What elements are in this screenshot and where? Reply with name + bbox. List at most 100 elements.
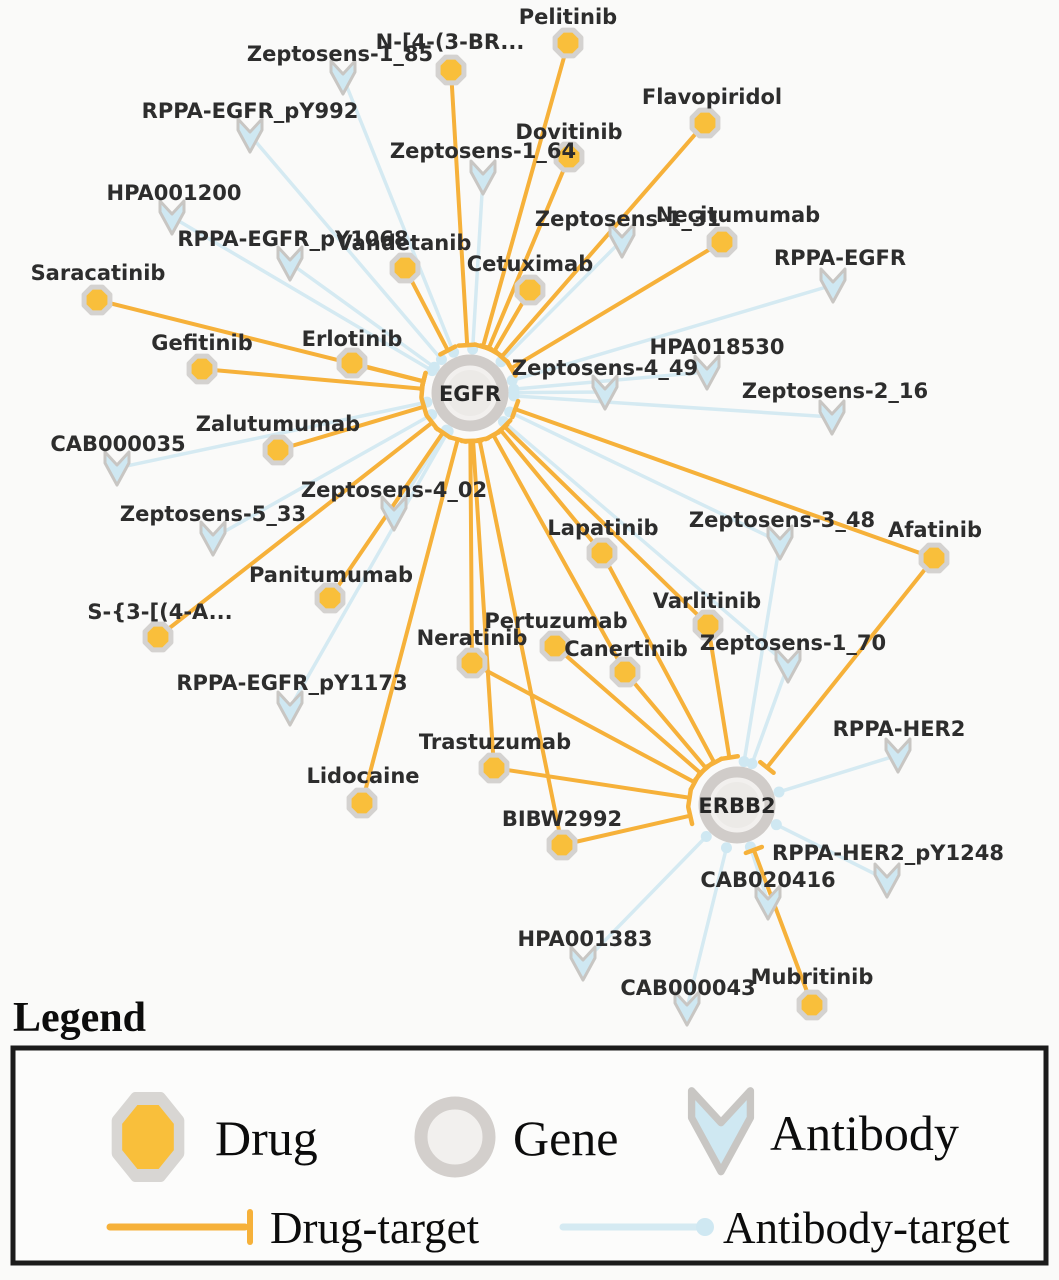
legend-gene-label: Gene bbox=[513, 1110, 619, 1166]
node-label: Saracatinib bbox=[31, 261, 166, 285]
drug-target-tee bbox=[424, 413, 440, 432]
node-label: RPPA-EGFR_pY1173 bbox=[176, 671, 407, 695]
node-label: CAB020416 bbox=[700, 868, 835, 892]
node-label: Lapatinib bbox=[547, 516, 658, 540]
node-layer bbox=[81, 27, 950, 1027]
drug-target-tee bbox=[718, 754, 741, 762]
gene-label: ERBB2 bbox=[698, 794, 775, 818]
drug-target-tee bbox=[456, 342, 478, 348]
drug-target-edge bbox=[486, 155, 571, 351]
drug-node bbox=[796, 989, 828, 1021]
antibody-node bbox=[608, 222, 636, 259]
drug-target-tee bbox=[419, 396, 429, 418]
drug-target-edge bbox=[751, 847, 814, 1007]
drug-node bbox=[553, 141, 585, 173]
drug-node bbox=[435, 54, 467, 86]
node-label: Zeptosens-4_02 bbox=[301, 478, 487, 502]
antibody-target-edge bbox=[777, 753, 900, 794]
drug-target-tee bbox=[697, 760, 715, 777]
drug-node bbox=[314, 582, 346, 614]
antibody-target-edge bbox=[170, 215, 434, 373]
antibody-target-dot bbox=[700, 831, 712, 843]
drug-node bbox=[456, 647, 488, 679]
drug-node bbox=[514, 274, 546, 306]
antibody-target-edge bbox=[211, 412, 434, 540]
antibody-target-dot bbox=[435, 354, 447, 366]
node-label: HPA001200 bbox=[107, 181, 242, 205]
antibody-node bbox=[591, 374, 619, 411]
antibody-target-dot bbox=[746, 758, 758, 770]
gene-label: EGFR bbox=[439, 382, 501, 406]
antibody-target-edge bbox=[512, 394, 834, 419]
drug-target-edge bbox=[560, 813, 693, 847]
antibody-target-edge bbox=[581, 834, 709, 965]
node-label: Zeptosens-2_16 bbox=[742, 379, 928, 403]
drug-target-edge bbox=[156, 420, 435, 639]
node-label: Vandetanib bbox=[337, 231, 472, 255]
node-label: CAB000043 bbox=[620, 976, 755, 1000]
legend-antibody-label: Antibody bbox=[770, 1105, 959, 1161]
node-label: Dovitinib bbox=[515, 120, 622, 144]
antibody-target-dot bbox=[770, 819, 782, 831]
node-label: Neratinib bbox=[417, 626, 528, 650]
node-label: Cetuximab bbox=[467, 252, 593, 276]
drug-node bbox=[142, 621, 174, 653]
antibody-target-edge bbox=[501, 419, 790, 667]
drug-target-edge bbox=[449, 68, 470, 348]
node-label: Zeptosens-3_48 bbox=[689, 508, 875, 532]
node-label: BIBW2992 bbox=[502, 807, 622, 831]
antibody-swatch-icon bbox=[687, 1087, 755, 1176]
gene-node-inner bbox=[447, 370, 493, 416]
antibody-target-edge bbox=[288, 261, 437, 369]
antibody-target-edge bbox=[742, 540, 782, 764]
drug-node bbox=[346, 787, 378, 819]
node-label: Zeptosens-4_49 bbox=[512, 356, 698, 380]
gene-swatch-icon bbox=[414, 1096, 496, 1178]
node-label: CAB000035 bbox=[50, 432, 185, 456]
drug-node bbox=[586, 537, 618, 569]
antibody-node bbox=[818, 399, 846, 436]
drug-target-tee bbox=[743, 844, 765, 856]
node-label: Pelitinib bbox=[519, 5, 617, 29]
drug-target-edge bbox=[491, 432, 627, 674]
node-label: Canertinib bbox=[564, 637, 688, 661]
node-label: Mubritinib bbox=[751, 965, 874, 989]
node-label: RPPA-EGFR_pY992 bbox=[142, 99, 359, 123]
antibody-node bbox=[103, 450, 131, 487]
antibody-target-edge bbox=[499, 238, 624, 364]
node-label: Gefitinib bbox=[151, 331, 252, 355]
antibody-node bbox=[329, 59, 357, 96]
drug-target-tee bbox=[758, 759, 776, 776]
drug-target-edge bbox=[623, 670, 709, 771]
antibody-node bbox=[819, 267, 847, 304]
antibody-target-edge bbox=[685, 845, 729, 1010]
node-label: Afatinib bbox=[888, 518, 982, 542]
antibody-target-dot-sample bbox=[696, 1218, 714, 1236]
legend-heading: Legend bbox=[13, 995, 146, 1041]
antibody-node bbox=[380, 495, 408, 532]
node-label: RPPA-HER2 bbox=[833, 717, 966, 741]
node-label: Zeptosens-1_31 bbox=[535, 207, 721, 231]
antibody-target-dot bbox=[773, 786, 785, 798]
node-label: Zalutumumab bbox=[196, 412, 360, 436]
gene-node-inner bbox=[714, 782, 760, 828]
node-label: N-[4-(3-BR... bbox=[376, 30, 525, 54]
drug-node bbox=[336, 347, 368, 379]
antibody-target-dot bbox=[720, 842, 732, 854]
drug-target-edge bbox=[200, 367, 425, 391]
node-label: Necitumumab bbox=[656, 203, 820, 227]
drug-target-edge bbox=[470, 661, 697, 785]
antibody-node bbox=[569, 945, 597, 982]
node-label: Zeptosens-1_70 bbox=[700, 631, 886, 655]
drug-node bbox=[546, 829, 578, 861]
antibody-node bbox=[158, 199, 186, 236]
drug-target-edge bbox=[471, 438, 496, 770]
drug-target-edge bbox=[499, 121, 707, 359]
drug-target-tee bbox=[504, 358, 518, 378]
antibody-target-dot bbox=[508, 390, 520, 402]
edge-layer bbox=[95, 41, 936, 1010]
antibody-node bbox=[766, 524, 794, 561]
drug-target-edge bbox=[513, 407, 936, 560]
